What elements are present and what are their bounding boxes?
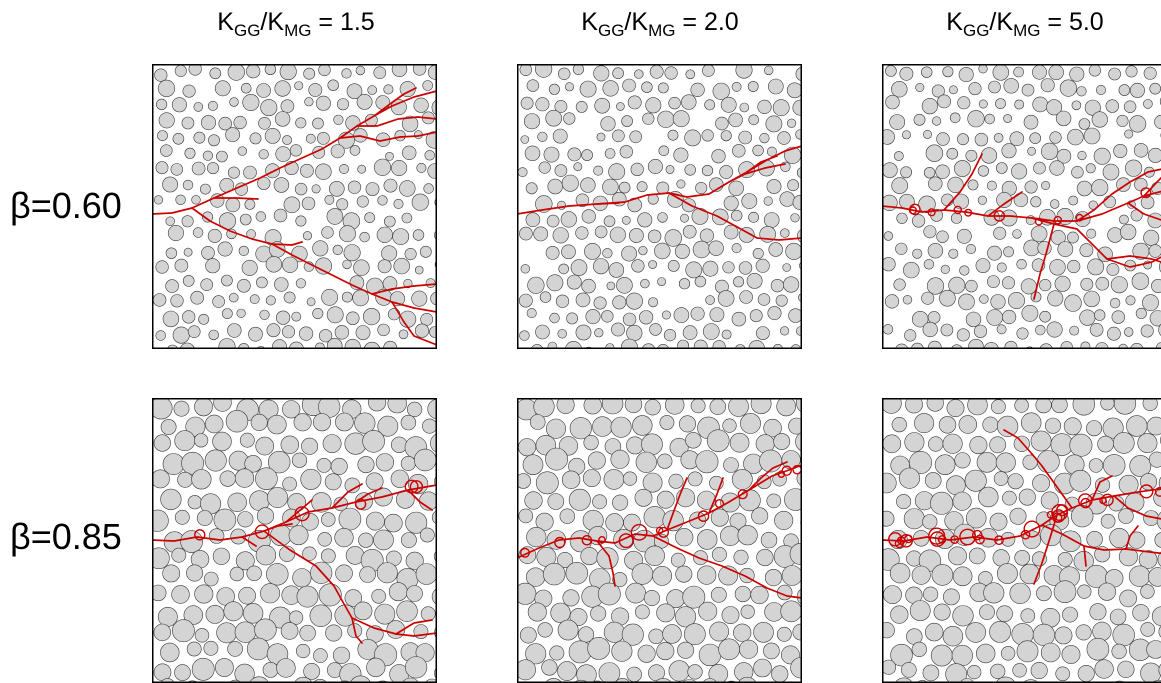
column-title-3: KGG/KMG = 5.0 [946, 8, 1104, 40]
column-title-2: KGG/KMG = 2.0 [581, 8, 739, 40]
row-label-2: β=0.85 [10, 516, 122, 557]
panel-r2-c1 [152, 398, 437, 683]
panel-r1-c3 [882, 64, 1161, 349]
panel-r2-c3 [882, 398, 1161, 683]
panel-r1-c1 [152, 64, 437, 349]
row-label-1: β=0.60 [10, 185, 122, 226]
panel-r2-c2 [517, 398, 802, 683]
panel-r1-c2 [517, 64, 802, 349]
column-title-1: KGG/KMG = 1.5 [217, 8, 375, 40]
